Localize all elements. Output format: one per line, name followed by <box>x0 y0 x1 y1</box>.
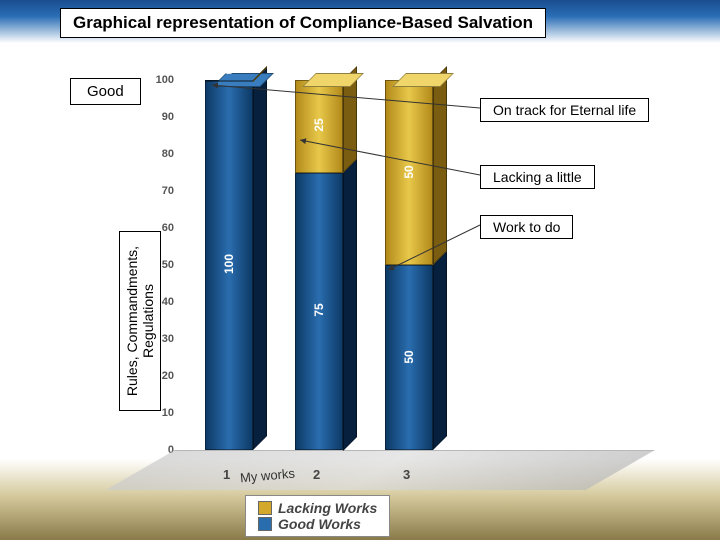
legend-label-lacking: Lacking Works <box>278 500 377 516</box>
legend-label-good: Good Works <box>278 516 361 532</box>
page-title: Graphical representation of Compliance-B… <box>60 8 546 38</box>
legend-row-good: Good Works <box>258 516 377 532</box>
chart: 0102030405060708090100 100017525250503 <box>150 80 460 480</box>
legend: Lacking Works Good Works <box>245 495 390 537</box>
bar-1: 10001 <box>205 80 253 450</box>
y-axis-ticks: 0102030405060708090100 <box>146 80 174 450</box>
bar-3: 50503 <box>385 80 433 450</box>
chart-plot: 10001 75252 50503 <box>175 80 455 450</box>
chart-floor <box>106 450 655 490</box>
callout-eternal: On track for Eternal life <box>480 98 649 122</box>
good-label: Good <box>70 78 141 105</box>
legend-swatch-lacking <box>258 501 272 515</box>
bar-2: 75252 <box>295 80 343 450</box>
callout-lacking: Lacking a little <box>480 165 595 189</box>
legend-swatch-good <box>258 517 272 531</box>
legend-row-lacking: Lacking Works <box>258 500 377 516</box>
callout-work: Work to do <box>480 215 573 239</box>
